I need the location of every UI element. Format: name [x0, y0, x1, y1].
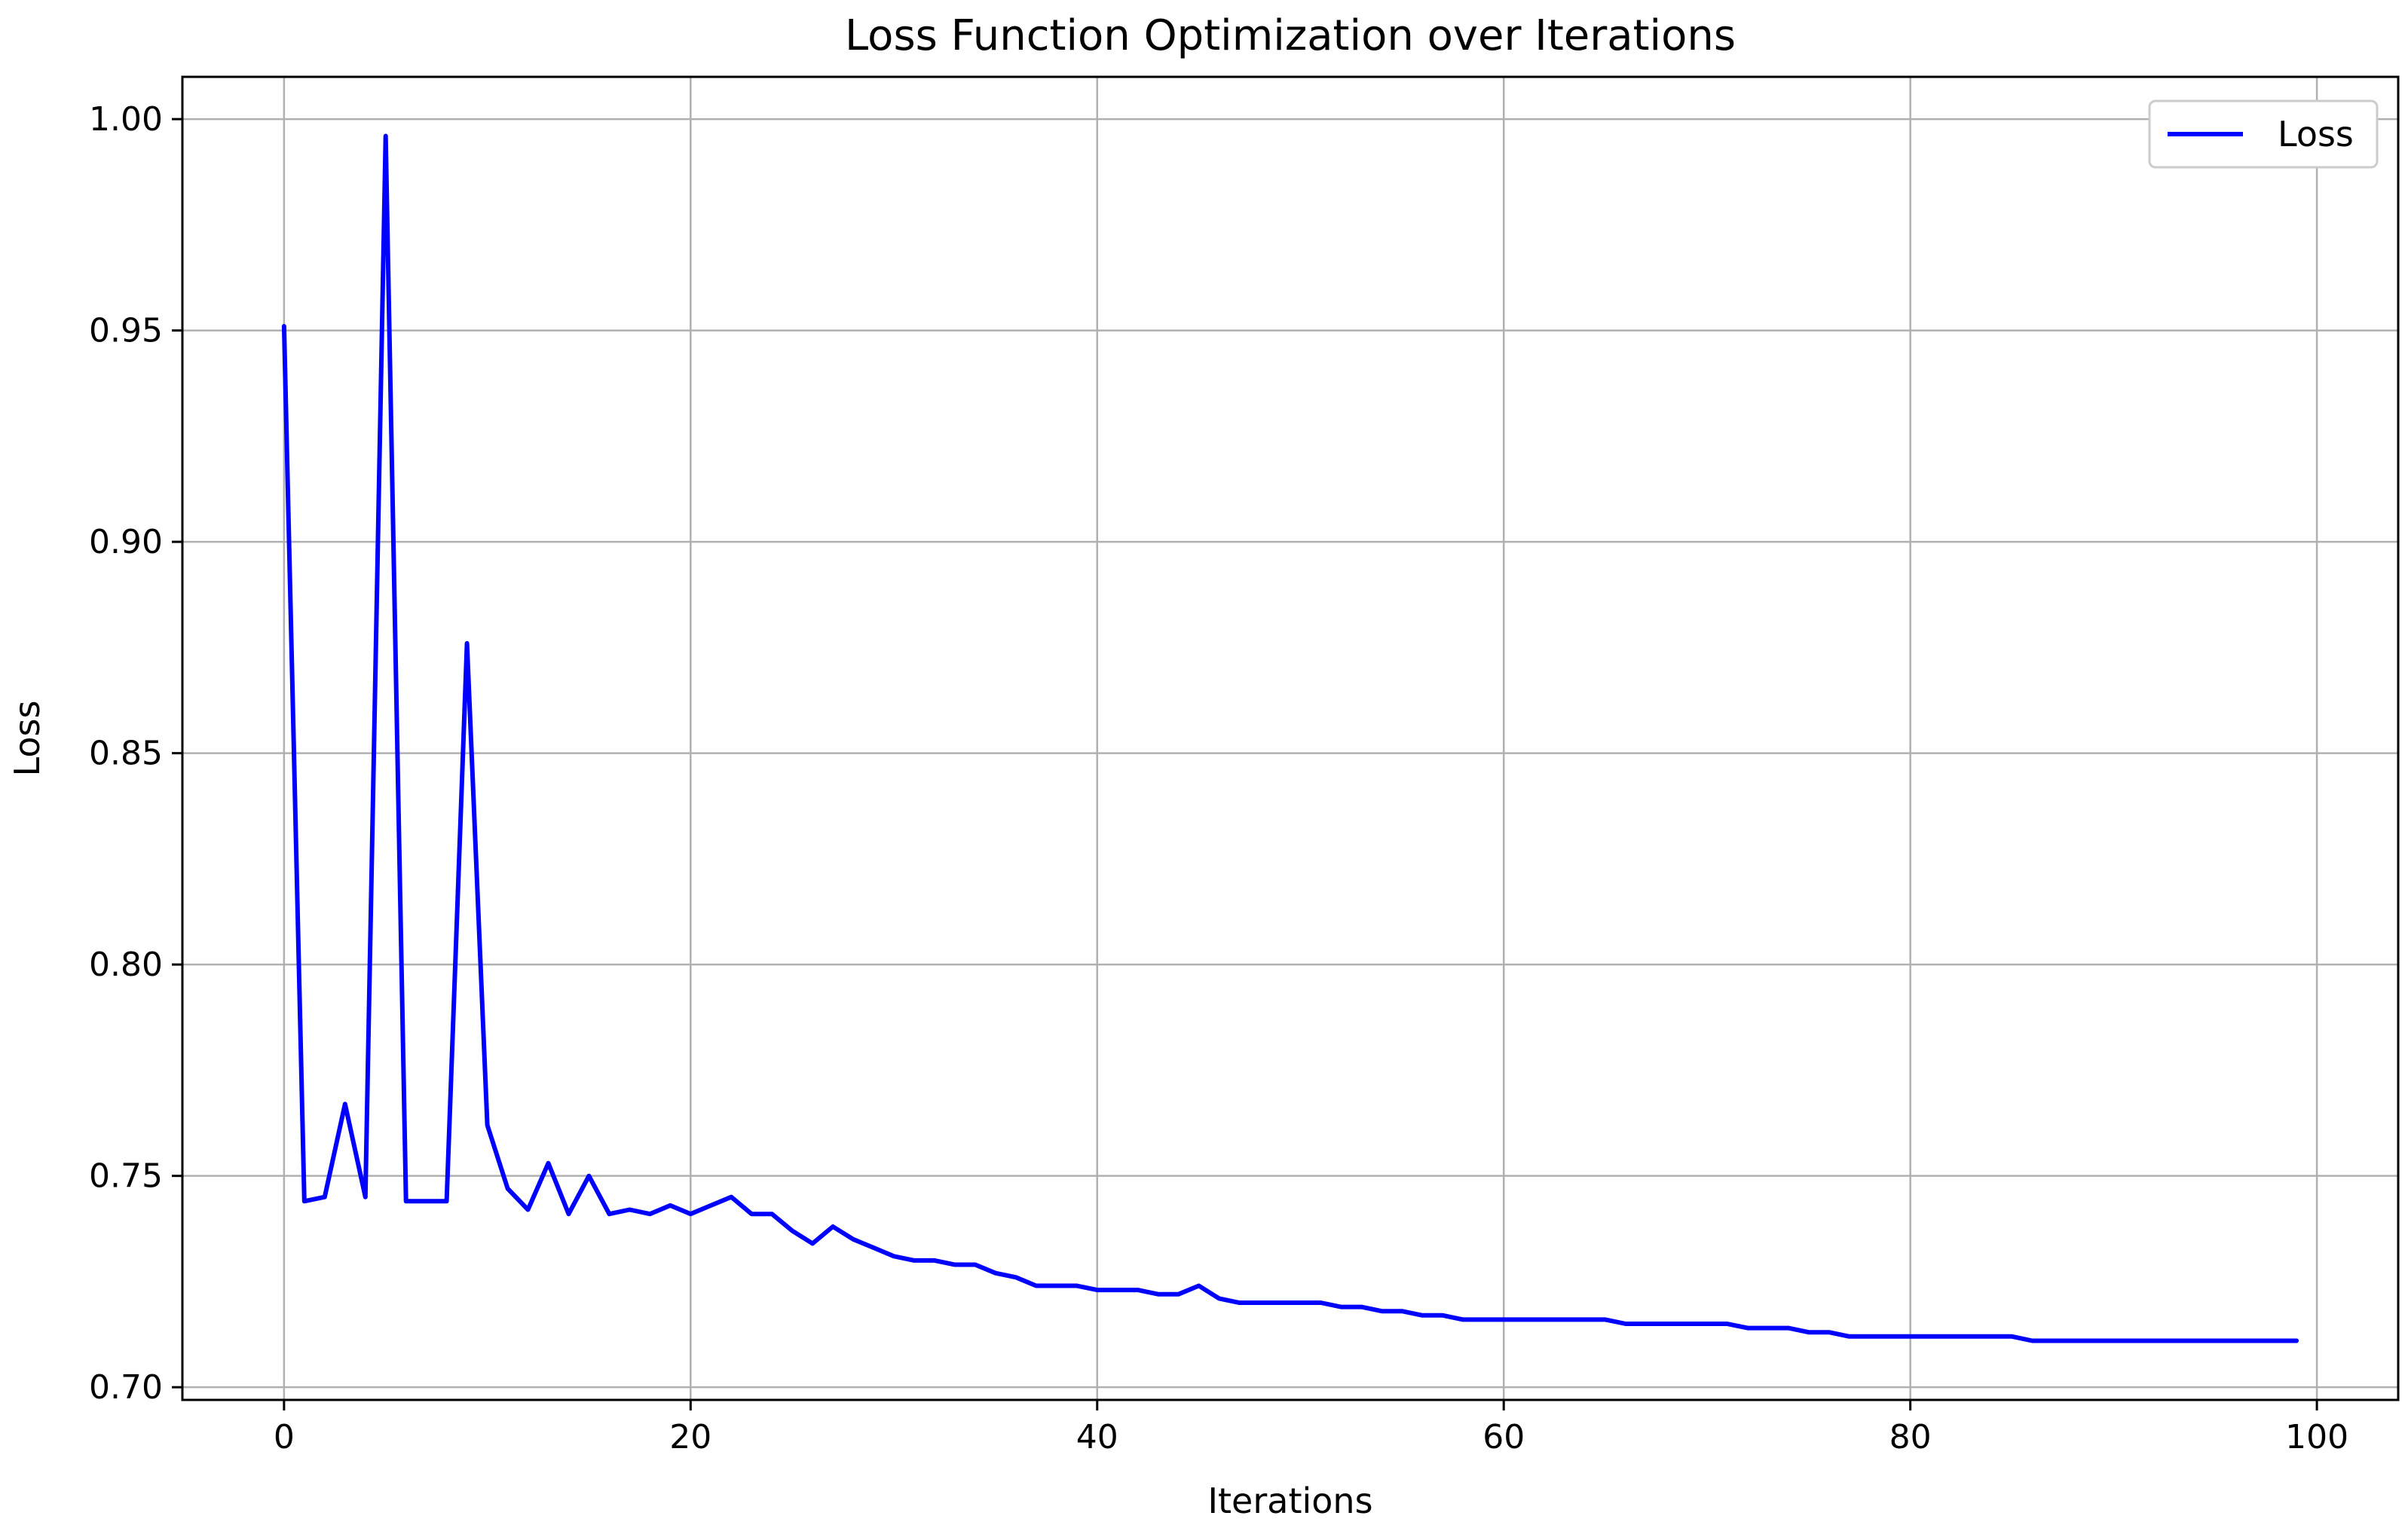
x-tick-label: 0 [274, 1418, 295, 1456]
y-tick-label: 0.90 [89, 523, 163, 561]
y-tick-label: 1.00 [89, 100, 163, 139]
plot-frame [181, 75, 2400, 1401]
y-tick-label: 0.85 [89, 735, 163, 773]
series-line-loss [281, 133, 2299, 1343]
x-axis-label: Iterations [1207, 1481, 1372, 1521]
y-tick-label: 0.95 [89, 312, 163, 350]
grid-lines [182, 77, 2398, 1400]
x-tick-label: 80 [1889, 1418, 1932, 1456]
y-tick-label: 0.70 [89, 1368, 163, 1407]
x-tick-label: 20 [669, 1418, 711, 1456]
x-tick-label: 60 [1482, 1418, 1525, 1456]
series-lines [281, 133, 2299, 1343]
y-tick-label: 0.75 [89, 1157, 163, 1196]
legend: Loss [2148, 99, 2379, 169]
y-axis-label: Loss [7, 701, 47, 777]
x-tick-label: 100 [2285, 1418, 2348, 1456]
legend-box [2148, 99, 2379, 169]
axis-ticks: 0 20 40 60 80 100 0.70 0.75 0.80 0.85 0.90 0.95 1.00 [89, 100, 2348, 1456]
chart-title: Loss Function Optimization over Iteratio… [845, 11, 1736, 60]
x-tick-label: 40 [1076, 1418, 1118, 1456]
legend-label-loss: Loss [2278, 114, 2354, 154]
y-tick-label: 0.80 [89, 946, 163, 984]
